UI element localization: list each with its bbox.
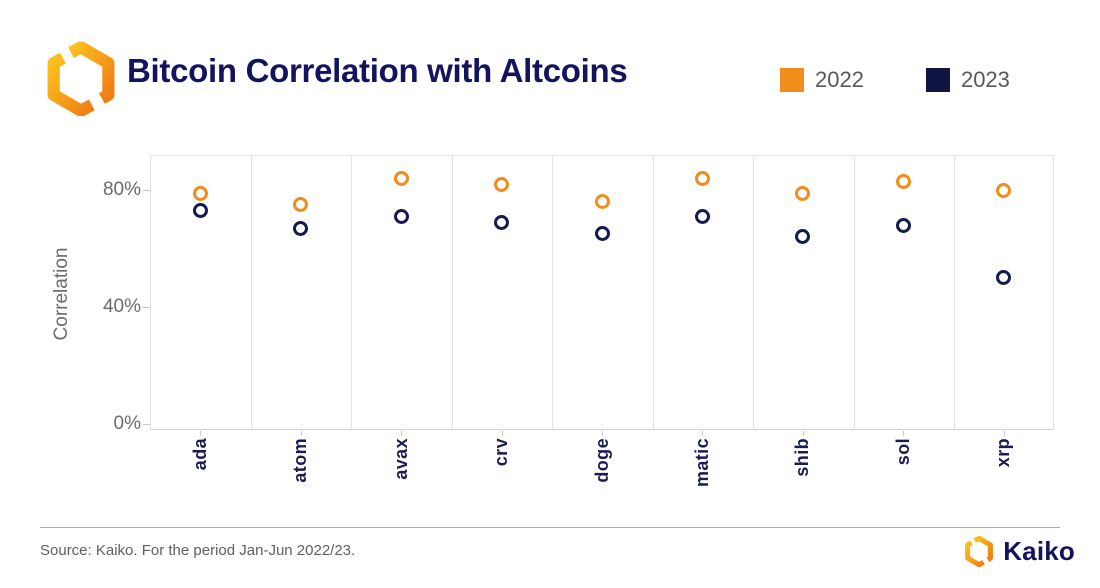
data-point-2022-ada (192, 185, 208, 201)
x-tick-mark (200, 431, 202, 436)
y-tick-label: 0% (113, 413, 141, 435)
x-category-label-text: shib (792, 438, 813, 477)
data-point-2023-doge (594, 226, 610, 242)
data-point-2022-matic (694, 170, 710, 186)
x-tick-mark (501, 431, 503, 436)
gridline-vertical (753, 156, 755, 429)
x-tick-mark (903, 431, 905, 436)
x-category-label-matic: matic (690, 438, 714, 487)
x-category-label-ada: ada (188, 438, 212, 470)
data-point-2023-avax (393, 208, 409, 224)
gridline-vertical (652, 156, 654, 429)
chart-legend: 2022 2023 (780, 68, 1010, 92)
x-category-label-text: xrp (993, 438, 1014, 468)
legend-label-2022: 2022 (815, 67, 864, 92)
data-point-2023-ada (192, 203, 208, 219)
x-category-label-doge: doge (590, 438, 614, 483)
data-point-2023-sol (895, 217, 911, 233)
y-tick-mark (143, 424, 150, 426)
page-title: Bitcoin Correlation with Altcoins (127, 52, 628, 89)
plot-area (150, 155, 1054, 430)
x-tick-mark (401, 431, 403, 436)
footer-divider (40, 527, 1060, 528)
y-tick-label: 40% (102, 296, 141, 318)
y-axis-title: Correlation (51, 247, 72, 341)
kaiko-logo-icon (47, 42, 115, 116)
x-category-label-text: ada (189, 438, 210, 471)
kaiko-logo-icon-small (965, 536, 994, 567)
x-category-label-atom: atom (289, 438, 313, 483)
data-point-2022-atom (293, 197, 309, 213)
legend-item-2023: 2023 (925, 67, 1010, 92)
source-note: Source: Kaiko. For the period Jan-Jun 20… (40, 542, 356, 559)
gridline-vertical (954, 156, 956, 429)
gridline-vertical (552, 156, 554, 429)
data-point-2022-doge (594, 194, 610, 210)
x-category-label-avax: avax (389, 438, 413, 480)
x-tick-mark (300, 431, 302, 436)
data-point-2023-crv (494, 214, 510, 230)
footer-brand: Kaiko (964, 536, 1075, 567)
x-tick-mark (802, 431, 804, 436)
brand-name: Kaiko (1003, 536, 1075, 566)
data-point-2022-xrp (996, 182, 1012, 198)
legend-label-2023: 2023 (960, 67, 1010, 92)
legend-swatch-2022 (780, 68, 804, 92)
data-point-2023-atom (293, 220, 309, 236)
data-point-2023-shib (795, 229, 811, 245)
x-category-label-text: sol (892, 438, 913, 466)
x-category-label-sol: sol (891, 438, 915, 465)
data-point-2022-avax (393, 170, 409, 186)
gridline-vertical (451, 156, 453, 429)
x-category-label-text: atom (290, 438, 311, 483)
legend-item-2022: 2022 (780, 68, 864, 92)
gridline-vertical (250, 156, 252, 429)
x-category-label-text: crv (491, 438, 512, 467)
gridline-vertical (853, 156, 855, 429)
y-tick-mark (143, 307, 150, 309)
x-category-label-xrp: xrp (992, 438, 1016, 467)
data-point-2023-xrp (996, 270, 1012, 286)
data-point-2022-sol (895, 173, 911, 189)
x-category-label-shib: shib (791, 438, 815, 477)
legend-swatch-2023 (925, 68, 950, 92)
x-category-label-text: matic (691, 438, 712, 488)
data-point-2022-crv (494, 176, 510, 192)
y-tick-mark (143, 190, 150, 192)
x-category-label-crv: crv (490, 438, 514, 466)
gridline-vertical (351, 156, 353, 429)
data-point-2022-shib (795, 185, 811, 201)
x-tick-mark (702, 431, 704, 436)
x-category-label-text: doge (591, 438, 612, 483)
data-point-2023-matic (694, 208, 710, 224)
y-tick-label: 80% (102, 179, 141, 201)
x-tick-mark (602, 431, 603, 436)
x-category-label-text: avax (390, 438, 411, 480)
x-tick-mark (1003, 431, 1005, 436)
